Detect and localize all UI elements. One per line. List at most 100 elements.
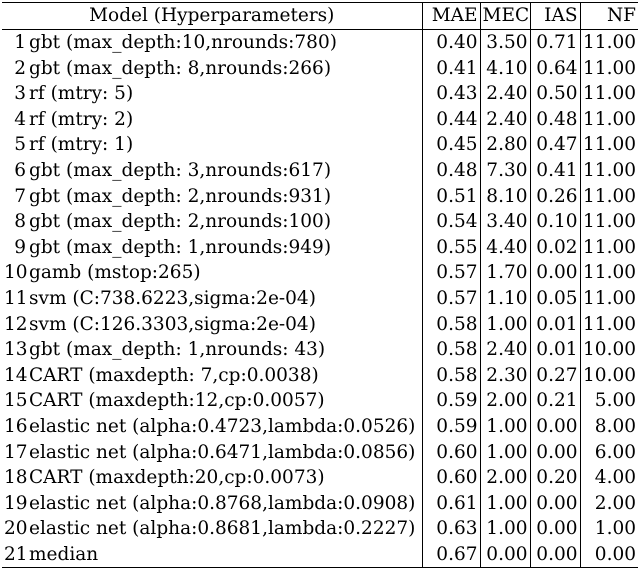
- cell-ias: 0.10: [529, 209, 580, 235]
- row-rank: 5: [14, 134, 26, 156]
- model-name: gbt (max_depth:10,nrounds:780): [29, 32, 337, 53]
- row-rank: 4: [14, 108, 26, 130]
- row-rank: 6: [14, 159, 26, 181]
- cell-ias: 0.26: [529, 183, 580, 210]
- model-name: rf (mtry: 5): [29, 83, 134, 105]
- row-rank: 16: [4, 415, 28, 437]
- cell-nf: 4.00: [579, 465, 638, 491]
- cell-mae: 0.44: [421, 106, 480, 133]
- cell-mae: 0.63: [421, 516, 480, 542]
- cell-nf: 5.00: [579, 388, 638, 414]
- cell-nf: 11.00: [579, 260, 638, 286]
- cell-mec: 2.30: [479, 362, 530, 389]
- cell-model: 6 gbt (max_depth: 3,nrounds:617): [2, 158, 422, 184]
- row-rank: 1: [14, 32, 26, 53]
- cell-mec: 7.30: [479, 157, 530, 184]
- cell-nf: 0.00: [579, 541, 638, 569]
- header-nf: NF: [579, 2, 638, 30]
- table-body: 1 gbt (max_depth:10,nrounds:780) 0.40 3.50 0…: [2, 29, 638, 569]
- cell-model: 15CART (maxdepth:12,cp:0.0057): [2, 388, 422, 414]
- cell-nf: 8.00: [579, 413, 638, 440]
- table-row: 7 gbt (max_depth: 2,nrounds:931) 0.51 8.10 0…: [2, 183, 638, 210]
- cell-mec: 2.00: [479, 388, 530, 414]
- cell-nf: 11.00: [579, 81, 638, 107]
- cell-mec: 1.00: [479, 490, 530, 517]
- cell-mec: 2.40: [479, 106, 530, 133]
- model-name: gbt (max_depth: 3,nrounds:617): [29, 159, 332, 181]
- model-name: CART (maxdepth:12,cp:0.0057): [29, 390, 325, 412]
- cell-nf: 11.00: [579, 29, 638, 56]
- cell-mae: 0.48: [421, 157, 480, 184]
- table-row: 20elastic net (alpha:0.8681,lambda:0.222…: [2, 516, 638, 542]
- cell-model: 11svm (C:738.6223,sigma:2e-04): [2, 286, 422, 312]
- cell-mec: 4.10: [479, 55, 530, 82]
- cell-mec: 8.10: [479, 183, 530, 210]
- cell-model: 7 gbt (max_depth: 2,nrounds:931): [2, 184, 422, 210]
- row-rank: 8: [14, 211, 26, 233]
- table-row: 18CART (maxdepth:20,cp:0.0073) 0.60 2.00 0.…: [2, 465, 638, 491]
- cell-ias: 0.47: [529, 132, 580, 158]
- cell-mec: 2.00: [479, 465, 530, 491]
- row-rank: 20: [4, 518, 28, 540]
- row-rank: 12: [4, 313, 28, 335]
- cell-model: 16elastic net (alpha:0.4723,lambda:0.052…: [2, 414, 422, 440]
- cell-ias: 0.21: [529, 388, 580, 414]
- row-rank: 10: [4, 262, 28, 284]
- cell-mec: 3.50: [479, 29, 530, 56]
- row-rank: 14: [4, 364, 28, 386]
- cell-model: 17elastic net (alpha:0.6471,lambda:0.085…: [2, 440, 422, 466]
- cell-mae: 0.57: [421, 285, 480, 312]
- table-row: 8 gbt (max_depth: 2,nrounds:100) 0.54 3.40 0…: [2, 209, 638, 235]
- cell-ias: 0.71: [529, 29, 580, 56]
- row-rank: 15: [4, 390, 28, 412]
- cell-mae: 0.45: [421, 132, 480, 158]
- cell-mec: 1.00: [479, 516, 530, 542]
- cell-mec: 1.70: [479, 260, 530, 286]
- cell-model: 14CART (maxdepth: 7,cp:0.0038): [2, 363, 422, 389]
- cell-ias: 0.02: [529, 234, 580, 261]
- cell-mec: 1.10: [479, 285, 530, 312]
- cell-mec: 1.00: [479, 311, 530, 338]
- row-rank: 9: [14, 236, 26, 258]
- model-name: elastic net (alpha:0.8681,lambda:0.2227): [29, 518, 416, 540]
- cell-nf: 11.00: [579, 55, 638, 82]
- model-name: gbt (max_depth: 2,nrounds:931): [29, 185, 332, 207]
- cell-ias: 0.00: [529, 490, 580, 517]
- header-ias: IAS: [529, 2, 580, 30]
- cell-ias: 0.50: [529, 81, 580, 107]
- cell-nf: 6.00: [579, 439, 638, 466]
- table-row: 10gamb (mstop:265) 0.57 1.70 0.00 11.00: [2, 260, 638, 286]
- cell-model: 8 gbt (max_depth: 2,nrounds:100): [2, 209, 422, 235]
- header-model: Model (Hyperparameters): [2, 2, 422, 30]
- table-row: 21median 0.67 0.00 0.00 0.00: [2, 541, 638, 569]
- row-rank: 3: [14, 83, 26, 105]
- table-row: 13gbt (max_depth: 1,nrounds: 43) 0.58 2.40…: [2, 337, 638, 363]
- model-name: CART (maxdepth: 7,cp:0.0038): [29, 364, 319, 386]
- cell-model: 9 gbt (max_depth: 1,nrounds:949): [2, 235, 422, 261]
- cell-mae: 0.41: [421, 55, 480, 82]
- cell-mec: 2.40: [479, 337, 530, 363]
- model-name: svm (C:738.6223,sigma:2e-04): [29, 287, 316, 309]
- cell-model: 19elastic net (alpha:0.8768,lambda:0.090…: [2, 491, 422, 517]
- row-rank: 21: [4, 543, 28, 565]
- model-name: gbt (max_depth: 8,nrounds:266): [29, 57, 332, 79]
- model-name: gbt (max_depth: 1,nrounds: 43): [29, 339, 326, 361]
- cell-ias: 0.00: [529, 541, 580, 569]
- table-row: 16elastic net (alpha:0.4723,lambda:0.052…: [2, 413, 638, 440]
- row-rank: 7: [14, 185, 26, 207]
- cell-model: 12svm (C:126.3303,sigma:2e-04): [2, 312, 422, 338]
- table-row: 14CART (maxdepth: 7,cp:0.0038) 0.58 2.30 0.…: [2, 362, 638, 389]
- table-row: 3 rf (mtry: 5) 0.43 2.40 0.50 11.00: [2, 81, 638, 107]
- cell-ias: 0.64: [529, 55, 580, 82]
- cell-nf: 11.00: [579, 106, 638, 133]
- table-row: 1 gbt (max_depth:10,nrounds:780) 0.40 3.50 0…: [2, 29, 638, 56]
- cell-mae: 0.61: [421, 490, 480, 517]
- cell-mae: 0.67: [421, 541, 480, 569]
- results-table: Model (Hyperparameters) MAE MEC IAS NF 1…: [2, 2, 638, 569]
- row-rank: 11: [4, 287, 28, 309]
- table-row: 12svm (C:126.3303,sigma:2e-04) 0.58 1.00 0.…: [2, 311, 638, 338]
- row-rank: 13: [4, 339, 28, 361]
- cell-nf: 11.00: [579, 132, 638, 158]
- cell-model: 4 rf (mtry: 2): [2, 107, 422, 133]
- cell-model: 1 gbt (max_depth:10,nrounds:780): [2, 30, 422, 56]
